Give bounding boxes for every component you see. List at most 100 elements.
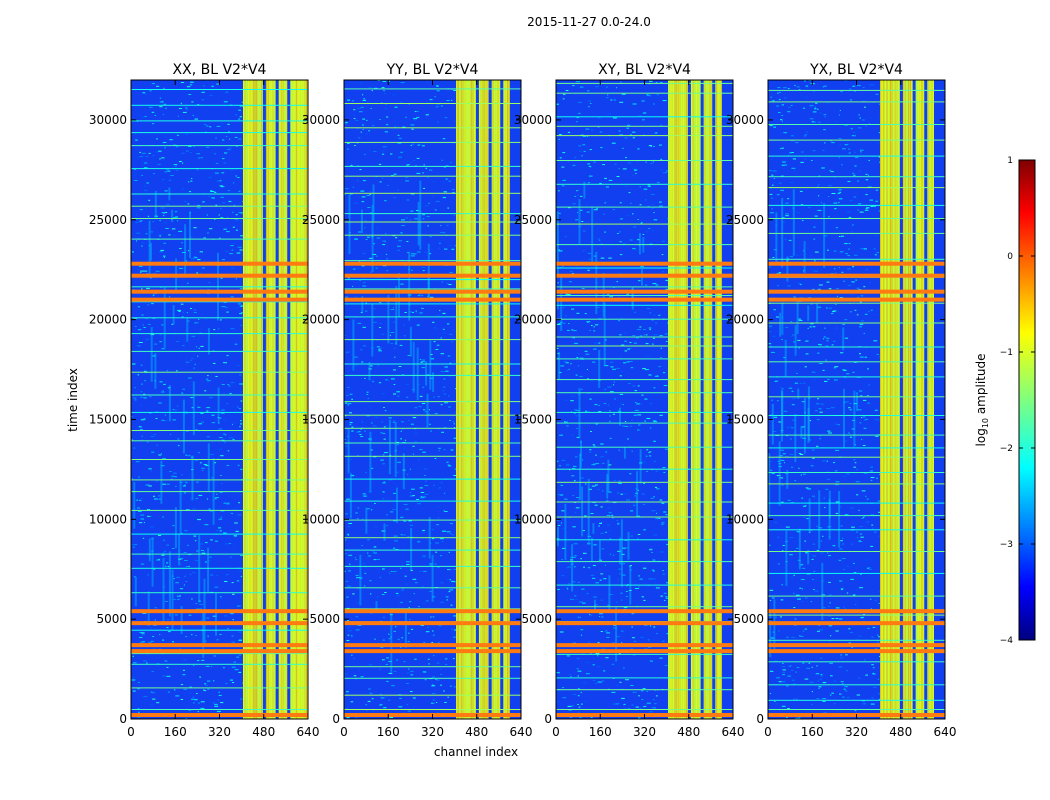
heatmap-cell [415,312,418,314]
heatmap-cell [835,630,839,632]
heatmap-cell [815,403,820,405]
heatmap-cell [834,208,837,210]
heatmap-cell [769,125,773,127]
heatmap-cell [183,659,187,661]
heatmap-cell [382,244,386,246]
heatmap-cell [774,522,777,524]
channel-stripe [482,80,484,719]
heatmap-cell [643,463,645,465]
heatmap-cell [182,311,184,313]
heatmap-cell [652,343,654,345]
heatmap-cell [148,515,152,517]
heatmap-cell [786,717,788,718]
y-tick-label: 20000 [514,313,552,327]
heatmap-cell [609,410,611,412]
heatmap-cell [388,699,391,701]
heatmap-cell [856,537,859,539]
heatmap-cell [874,531,877,533]
heatmap-cell [159,220,161,222]
heatmap-cell [217,699,220,701]
heatmap-cell [446,100,450,101]
heatmap-cell [660,169,663,171]
heatmap-cell [422,555,426,557]
heatmap-cell [664,600,666,601]
heatmap-cell [393,535,398,537]
heatmap-cell [363,585,366,587]
heatmap-cell [138,265,143,267]
heatmap-cell [812,270,815,272]
heatmap-cell [561,166,565,168]
heatmap-cell [240,468,242,470]
heatmap-cell [153,173,155,175]
rfi-line [768,232,945,234]
heatmap-cell [658,314,661,316]
heatmap-cell [140,563,145,565]
heatmap-cell [393,492,397,494]
heatmap-cell [567,329,570,331]
heatmap-cell [358,137,361,139]
heatmap-cell [375,588,378,590]
strong-rfi-row [556,273,733,278]
strong-rfi-row [344,649,521,654]
heatmap-cell [153,434,156,436]
figure-title: 2015-11-27 0.0-24.0 [527,15,651,29]
heatmap-cell [599,579,602,581]
heatmap-cell [638,586,640,588]
heatmap-cell [642,368,646,370]
heatmap-cell [794,84,796,86]
heatmap-cell [849,200,853,201]
heatmap-cell [352,593,355,595]
rfi-line [344,549,521,551]
heatmap-cell [645,369,649,371]
heatmap-cell [400,567,402,569]
heatmap-cell [231,249,234,251]
heatmap-cell [230,382,235,384]
heatmap-cell [384,410,387,412]
heatmap-cell [353,296,358,298]
heatmap-cell [779,312,782,337]
heatmap-cell [570,400,574,402]
heatmap-cell [848,148,850,150]
heatmap-cell [367,700,371,702]
heatmap-cell [859,353,861,355]
heatmap-cell [344,400,348,402]
heatmap-cell [603,403,607,405]
heatmap-cell [807,305,810,321]
rfi-line [768,515,945,517]
heatmap-cell [807,550,810,565]
heatmap-cell [798,283,802,285]
heatmap-cell [805,353,809,355]
heatmap-cell [856,494,859,496]
heatmap-cell [826,102,830,104]
heatmap-cell [360,428,362,430]
heatmap-cell [227,384,230,386]
channel-gap [899,80,903,719]
heatmap-cell [785,530,788,586]
heatmap-cell [371,90,373,92]
heatmap-cell [788,665,791,667]
heatmap-cell [386,514,388,516]
heatmap-cell [622,547,626,549]
heatmap-cell [419,312,423,314]
heatmap-cell [629,473,632,475]
heatmap-cell [826,340,829,342]
strong-rfi-row [768,649,945,654]
channel-stripe [257,80,259,719]
heatmap-cell [423,164,425,166]
heatmap-cell [598,350,601,388]
heatmap-cell [161,324,164,326]
heatmap-cell [646,94,649,96]
heatmap-cell [826,408,830,409]
heatmap-cell [650,146,652,148]
heatmap-cell [349,424,352,426]
heatmap-cell [839,297,844,299]
heatmap-cell [832,545,836,547]
heatmap-cell [224,152,228,154]
heatmap-cell [842,369,846,371]
heatmap-cell [623,243,626,245]
channel-stripe [243,80,244,719]
heatmap-cell [609,296,613,298]
heatmap-cell [633,414,637,416]
heatmap-cell [562,152,566,154]
heatmap-cell [642,504,646,505]
